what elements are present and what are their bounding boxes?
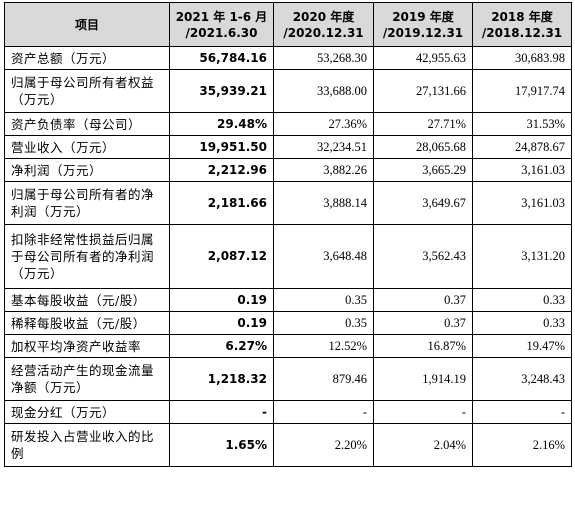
value-2018: 3,161.03 <box>472 158 572 182</box>
value-2019: 1,914.19 <box>373 357 473 401</box>
header-2021h1: 2021 年 1-6 月 /2021.6.30 <box>169 2 274 47</box>
value-2018: 3,131.20 <box>472 224 572 289</box>
table-row: 资产总额（万元） 56,784.16 53,268.30 42,955.63 3… <box>4 46 572 70</box>
table-row: 现金分红（万元） - - - - <box>4 400 572 424</box>
value-2019: 16.87% <box>373 334 473 358</box>
value-2019: 27.71% <box>373 112 473 136</box>
table-row: 净利润（万元） 2,212.96 3,882.26 3,665.29 3,161… <box>4 158 572 182</box>
value-2021h1: 35,939.21 <box>169 69 274 113</box>
value-2020: 3,882.26 <box>273 158 374 182</box>
header-2019: 2019 年度 /2019.12.31 <box>373 2 473 47</box>
row-label: 资产负债率（母公司） <box>4 112 170 136</box>
value-2020: 0.35 <box>273 288 374 312</box>
value-2019: 0.37 <box>373 288 473 312</box>
value-2021h1: 2,181.66 <box>169 181 274 225</box>
value-2018: - <box>472 400 572 424</box>
value-2020: 33,688.00 <box>273 69 374 113</box>
table-row: 基本每股收益（元/股） 0.19 0.35 0.37 0.33 <box>4 288 572 312</box>
value-2021h1: 0.19 <box>169 311 274 335</box>
value-2020: 3,648.48 <box>273 224 374 289</box>
value-2021h1: 2,212.96 <box>169 158 274 182</box>
table-row: 稀释每股收益（元/股） 0.19 0.35 0.37 0.33 <box>4 311 572 335</box>
value-2019: 2.04% <box>373 423 473 467</box>
value-2021h1: 56,784.16 <box>169 46 274 70</box>
row-label: 扣除非经常性损益后归属于母公司所有者的净利润（万元） <box>4 224 170 289</box>
header-2020: 2020 年度 /2020.12.31 <box>273 2 374 47</box>
value-2019: 0.37 <box>373 311 473 335</box>
value-2020: - <box>273 400 374 424</box>
value-2020: 3,888.14 <box>273 181 374 225</box>
value-2019: 27,131.66 <box>373 69 473 113</box>
header-2018: 2018 年度 /2018.12.31 <box>472 2 572 47</box>
value-2019: 3,562.43 <box>373 224 473 289</box>
row-label: 归属于母公司所有者权益（万元） <box>4 69 170 113</box>
value-2018: 0.33 <box>472 288 572 312</box>
financial-data-table: 项目 2021 年 1-6 月 /2021.6.30 2020 年度 /2020… <box>4 2 572 467</box>
value-2018: 24,878.67 <box>472 135 572 159</box>
row-label: 基本每股收益（元/股） <box>4 288 170 312</box>
value-2018: 19.47% <box>472 334 572 358</box>
table-row: 资产负债率（母公司） 29.48% 27.36% 27.71% 31.53% <box>4 112 572 136</box>
value-2021h1: 1.65% <box>169 423 274 467</box>
row-label: 研发投入占营业收入的比例 <box>4 423 170 467</box>
table-row: 研发投入占营业收入的比例 1.65% 2.20% 2.04% 2.16% <box>4 423 572 467</box>
table-row: 归属于母公司所有者的净利润（万元） 2,181.66 3,888.14 3,64… <box>4 181 572 225</box>
value-2018: 3,248.43 <box>472 357 572 401</box>
value-2018: 31.53% <box>472 112 572 136</box>
table-row: 扣除非经常性损益后归属于母公司所有者的净利润（万元） 2,087.12 3,64… <box>4 224 572 289</box>
row-label: 经营活动产生的现金流量净额（万元） <box>4 357 170 401</box>
row-label: 营业收入（万元） <box>4 135 170 159</box>
header-row: 项目 2021 年 1-6 月 /2021.6.30 2020 年度 /2020… <box>4 2 572 47</box>
table-row: 经营活动产生的现金流量净额（万元） 1,218.32 879.46 1,914.… <box>4 357 572 401</box>
value-2020: 0.35 <box>273 311 374 335</box>
value-2019: 3,665.29 <box>373 158 473 182</box>
value-2021h1: 19,951.50 <box>169 135 274 159</box>
value-2019: 3,649.67 <box>373 181 473 225</box>
value-2019: 42,955.63 <box>373 46 473 70</box>
value-2020: 53,268.30 <box>273 46 374 70</box>
row-label: 现金分红（万元） <box>4 400 170 424</box>
value-2019: - <box>373 400 473 424</box>
row-label: 稀释每股收益（元/股） <box>4 311 170 335</box>
value-2020: 2.20% <box>273 423 374 467</box>
value-2020: 12.52% <box>273 334 374 358</box>
value-2018: 3,161.03 <box>472 181 572 225</box>
value-2018: 0.33 <box>472 311 572 335</box>
value-2018: 2.16% <box>472 423 572 467</box>
table-row: 加权平均净资产收益率 6.27% 12.52% 16.87% 19.47% <box>4 334 572 358</box>
row-label: 净利润（万元） <box>4 158 170 182</box>
row-label: 资产总额（万元） <box>4 46 170 70</box>
value-2020: 27.36% <box>273 112 374 136</box>
value-2021h1: 29.48% <box>169 112 274 136</box>
value-2021h1: 6.27% <box>169 334 274 358</box>
value-2020: 879.46 <box>273 357 374 401</box>
header-item: 项目 <box>4 2 170 47</box>
table-row: 营业收入（万元） 19,951.50 32,234.51 28,065.68 2… <box>4 135 572 159</box>
value-2018: 30,683.98 <box>472 46 572 70</box>
value-2018: 17,917.74 <box>472 69 572 113</box>
row-label: 归属于母公司所有者的净利润（万元） <box>4 181 170 225</box>
value-2021h1: 1,218.32 <box>169 357 274 401</box>
value-2021h1: - <box>169 400 274 424</box>
value-2020: 32,234.51 <box>273 135 374 159</box>
table-row: 归属于母公司所有者权益（万元） 35,939.21 33,688.00 27,1… <box>4 69 572 113</box>
value-2021h1: 2,087.12 <box>169 224 274 289</box>
value-2019: 28,065.68 <box>373 135 473 159</box>
value-2021h1: 0.19 <box>169 288 274 312</box>
row-label: 加权平均净资产收益率 <box>4 334 170 358</box>
